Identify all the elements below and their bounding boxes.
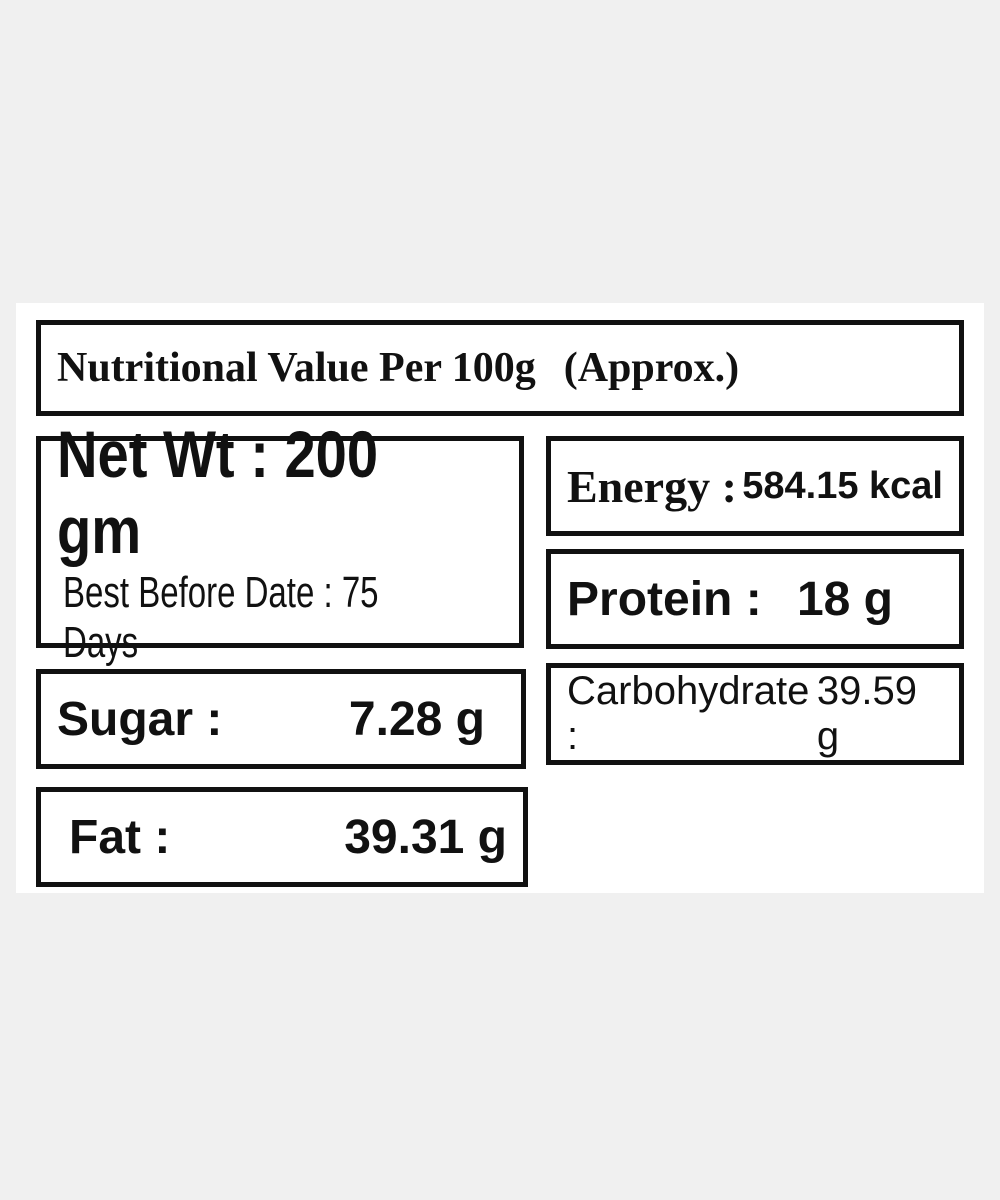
net-weight-label: Net Wt : <box>57 417 269 491</box>
energy-box: Energy :584.15 kcal <box>546 436 964 536</box>
fat-box: Fat : 39.31 g <box>36 787 528 887</box>
item-label: Sugar : <box>57 692 223 746</box>
item-value: 584.15 kcal <box>742 464 943 507</box>
label-card: Nutritional Value Per 100g (Approx.) Net… <box>16 303 984 893</box>
protein-box: Protein : 18 g <box>546 549 964 649</box>
net-weight-box: Net Wt : 200 gm Best Before Date : 75 Da… <box>36 417 524 667</box>
sugar-box: Sugar : 7.28 g <box>36 669 526 769</box>
net-weight: Net Wt : 200 gm <box>57 416 450 568</box>
item-label: Energy : <box>567 460 737 512</box>
net-weight-value: 200 gm <box>57 417 379 567</box>
title-box: Nutritional Value Per 100g (Approx.) <box>36 320 964 416</box>
carbohydrate-box: Carbohydrate :39.59 g <box>546 663 964 765</box>
item-value: 18 g <box>796 572 893 626</box>
item-value: 7.28 g <box>348 692 485 746</box>
best-before-label: Best Before Date : <box>63 568 333 617</box>
item-label: Fat : <box>69 810 171 864</box>
item-label: Protein : <box>567 572 762 626</box>
best-before-value: 75 Days <box>63 568 379 667</box>
item-value: 39.31 g <box>344 810 507 864</box>
best-before: Best Before Date : 75 Days <box>63 568 405 668</box>
note: (Approx.) <box>563 345 740 391</box>
title: Nutritional Value Per 100g <box>57 345 536 391</box>
item-value: 39.59 g <box>816 669 918 758</box>
item-label: Carbohydrate : <box>567 669 810 758</box>
